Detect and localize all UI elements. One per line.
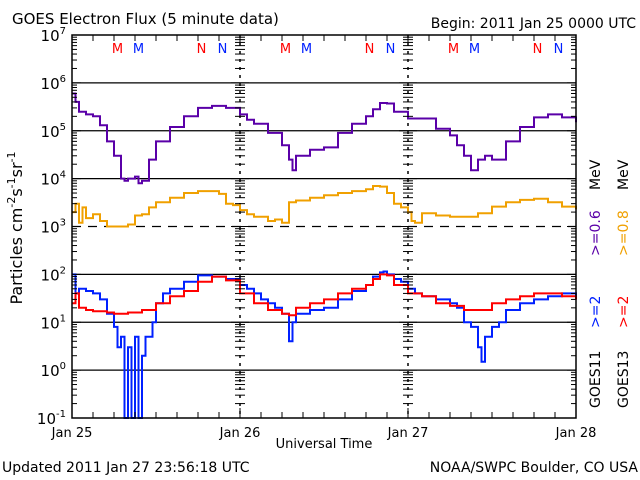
y-tick-base: 10 — [41, 75, 60, 93]
svg-text:Particles cm-2s-1sr-1: Particles cm-2s-1sr-1 — [5, 151, 26, 304]
x-tick-label: Jan 28 — [555, 426, 597, 441]
x-axis-ticks — [71, 35, 577, 418]
y-tick-label: 102 — [41, 265, 66, 284]
y-tick-exponent: 5 — [60, 122, 66, 133]
y-tick-exponent: 2 — [60, 265, 66, 276]
y-axis-title: Particles cm-2s-1sr-1 — [5, 151, 26, 304]
series-group — [72, 92, 577, 419]
marker-label: N — [386, 42, 396, 57]
y-axis-title-sr: sr — [7, 162, 26, 177]
marker-label: N — [365, 42, 375, 57]
y-axis-title-exp2: -1 — [5, 177, 18, 188]
y-tick-label: 104 — [41, 170, 66, 189]
y-tick-base: 10 — [37, 410, 56, 428]
updated-timestamp: Updated 2011 Jan 27 23:56:18 UTC — [2, 460, 250, 476]
marker-label: N — [533, 42, 543, 57]
y-tick-base: 10 — [41, 123, 60, 141]
legend-entry-low-energy: >=0.8 — [616, 210, 632, 256]
y-axis-ticks — [72, 36, 576, 419]
y-tick-exponent: 7 — [60, 26, 66, 37]
marker-label: M — [469, 42, 480, 57]
y-tick-exponent: 0 — [60, 361, 66, 372]
source-credit: NOAA/SWPC Boulder, CO USA — [430, 460, 639, 476]
y-tick-label: 10-1 — [37, 409, 66, 428]
legend-units: MeV — [616, 159, 632, 190]
y-axis-title-base: Particles cm — [7, 208, 26, 305]
x-tick-label: Jan 25 — [51, 426, 93, 441]
y-tick-exponent: 6 — [60, 74, 66, 85]
series-line-goes11-2-mev — [72, 270, 577, 419]
marker-label: N — [197, 42, 207, 57]
y-tick-label: 103 — [41, 218, 66, 237]
y-tick-base: 10 — [41, 27, 60, 45]
y-axis-title-s: s — [7, 188, 26, 196]
marker-label: M — [301, 42, 312, 57]
x-tick-label: Jan 26 — [219, 426, 261, 441]
y-tick-base: 10 — [41, 266, 60, 284]
y-tick-base: 10 — [41, 362, 60, 380]
x-tick-label: Jan 27 — [387, 426, 429, 441]
y-tick-exponent: -1 — [56, 409, 66, 420]
series-line-goes13-2-mev — [72, 273, 577, 317]
y-tick-label: 106 — [41, 74, 66, 93]
marker-label: M — [112, 42, 123, 57]
y-tick-exponent: 3 — [60, 218, 66, 229]
legend-satellite-label: GOES13 — [616, 351, 632, 408]
marker-label: N — [554, 42, 564, 57]
marker-label: M — [448, 42, 459, 57]
chart-title: GOES Electron Flux (5 minute data) — [12, 10, 279, 28]
marker-label: N — [218, 42, 228, 57]
legend-entry-2mev: >=2 — [616, 296, 632, 328]
y-tick-exponent: 1 — [60, 313, 66, 324]
y-tick-base: 10 — [41, 219, 60, 237]
gridlines — [72, 82, 576, 371]
begin-label: Begin: 2011 Jan 25 0000 UTC — [431, 16, 636, 32]
y-tick-label: 105 — [41, 122, 66, 141]
marker-label: M — [280, 42, 291, 57]
legend-entry-low-energy: >=0.6 — [588, 210, 604, 256]
legend-entry-2mev: >=2 — [588, 296, 604, 328]
y-tick-base: 10 — [41, 171, 60, 189]
series-line-goes13-0-8-mev — [72, 185, 577, 228]
y-tick-label: 107 — [41, 26, 66, 45]
legend-units: MeV — [588, 159, 604, 190]
legend: GOES11 >=2 >=0.6 MeV GOES13 >=2 >=0.8 MeV — [588, 159, 632, 408]
y-tick-exponent: 4 — [60, 170, 66, 181]
series-line-goes11-0-6-mev — [72, 92, 577, 185]
y-axis-title-exp3: -1 — [5, 151, 18, 162]
x-axis-labels: Jan 25 Jan 26 Jan 27 Jan 28 — [51, 426, 597, 441]
y-tick-label: 100 — [41, 361, 66, 380]
x-axis-title: Universal Time — [276, 437, 373, 452]
y-axis-title-exp1: -2 — [5, 197, 18, 208]
marker-label: M — [133, 42, 144, 57]
y-tick-label: 101 — [41, 313, 66, 332]
legend-satellite-label: GOES11 — [588, 351, 604, 408]
y-tick-base: 10 — [41, 314, 60, 332]
